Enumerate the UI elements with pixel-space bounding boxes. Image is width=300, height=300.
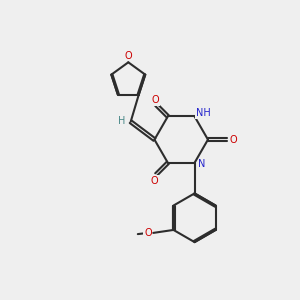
Text: O: O xyxy=(151,176,159,186)
Text: NH: NH xyxy=(196,109,211,118)
Text: O: O xyxy=(230,135,237,145)
Text: O: O xyxy=(151,95,159,105)
Text: O: O xyxy=(124,51,132,61)
Text: O: O xyxy=(144,228,152,238)
Text: H: H xyxy=(118,116,125,126)
Text: N: N xyxy=(198,159,206,169)
